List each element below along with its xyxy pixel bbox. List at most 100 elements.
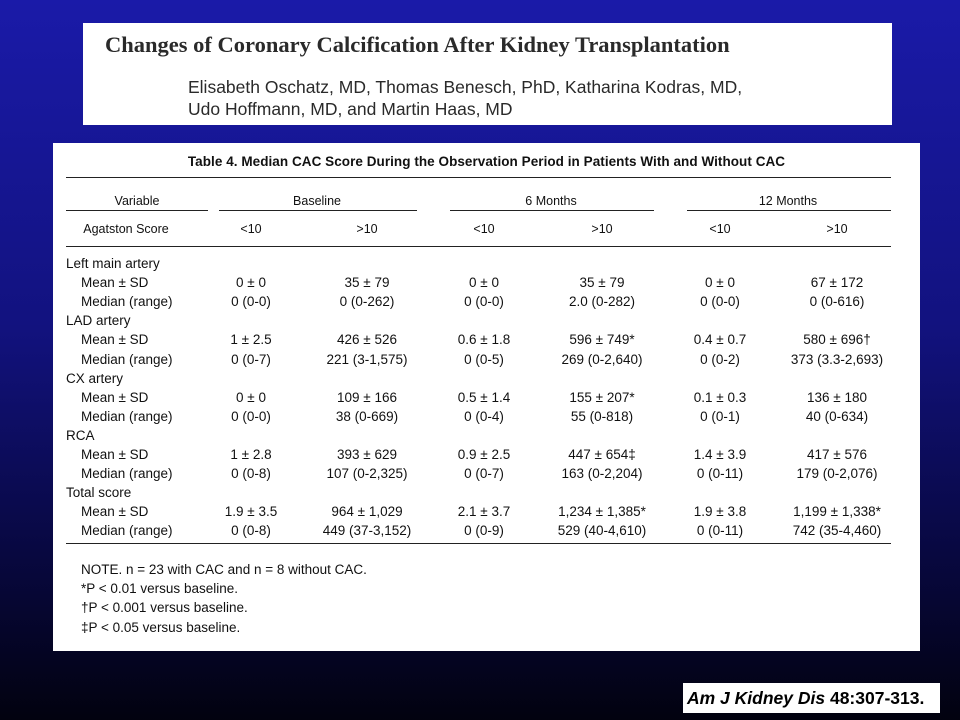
table-bottom-rule xyxy=(66,543,891,544)
table-cell: 1.9 ± 3.8 xyxy=(693,504,747,520)
table-cell: 0 (0-4) xyxy=(464,408,504,424)
table-cell: 55 (0-818) xyxy=(570,408,634,424)
table-note: ‡P < 0.05 versus baseline. xyxy=(81,619,241,635)
table-cell: 0.5 ± 1.4 xyxy=(457,389,511,405)
table-cell: 393 ± 629 xyxy=(337,447,397,462)
row-label: Mean ± SD xyxy=(81,275,149,291)
row-label: Median (range) xyxy=(81,408,173,424)
row-label: Mean ± SD xyxy=(81,332,149,348)
table-cell: 1 ± 2.5 xyxy=(230,332,272,348)
table-cell: 0 (0-11) xyxy=(696,466,744,482)
row-label: Median (range) xyxy=(81,523,173,539)
table-cell: 0 (0-8) xyxy=(231,523,271,539)
table-cell: 0 (0-7) xyxy=(464,466,504,482)
agatston-subcolumn-header: >10 xyxy=(591,222,613,236)
table-cell: 35 ± 79 xyxy=(344,275,390,291)
table-cell: 0 (0-7) xyxy=(231,351,271,367)
table-cell: 0 ± 0 xyxy=(705,275,735,291)
table-cell: 0.9 ± 2.5 xyxy=(457,447,511,462)
table-cell: 0 (0-262) xyxy=(339,294,395,310)
table-caption: Table 4. Median CAC Score During the Obs… xyxy=(187,154,786,169)
table-cell: 0 (0-0) xyxy=(464,294,504,310)
group-label: LAD artery xyxy=(66,313,131,329)
journal-name: Am J Kidney Dis xyxy=(687,688,826,708)
agatston-subcolumn-header: <10 xyxy=(473,222,495,236)
table-cell: 0 (0-5) xyxy=(464,351,504,367)
citation: Am J Kidney Dis 48:307-313. xyxy=(683,683,940,713)
period-header: Baseline xyxy=(293,194,341,208)
table-cell: 1.4 ± 3.9 xyxy=(693,447,747,462)
table-cell: 0.4 ± 0.7 xyxy=(693,332,747,348)
table-cell: 0.1 ± 0.3 xyxy=(693,389,747,405)
group-label: Total score xyxy=(66,485,132,501)
table-cell: 0 (0-9) xyxy=(464,523,504,539)
table-cell: 0 (0-0) xyxy=(700,294,740,310)
table-cell: 2.1 ± 3.7 xyxy=(457,504,511,520)
table-cell: 426 ± 526 xyxy=(337,332,397,348)
group-label: CX artery xyxy=(66,370,124,386)
table-cell: 1.9 ± 3.5 xyxy=(224,504,278,520)
period-header: 6 Months xyxy=(525,194,577,208)
agatston-subcolumn-header: >10 xyxy=(356,222,378,236)
table-cell: 2.0 (0-282) xyxy=(568,294,636,310)
header-rule xyxy=(450,210,654,211)
table-cell: 0 (0-1) xyxy=(700,408,740,424)
group-label: RCA xyxy=(66,427,95,443)
header-rule xyxy=(687,210,891,211)
authors-line: Udo Hoffmann, MD, and Martin Haas, MD xyxy=(188,99,513,119)
table-cell: 964 ± 1,029 xyxy=(331,504,403,520)
table-cell: 0 ± 0 xyxy=(236,275,266,291)
table-cell: 1 ± 2.8 xyxy=(230,447,272,462)
agatston-subcolumn-header: >10 xyxy=(826,222,848,236)
table-cell: 580 ± 696† xyxy=(803,332,871,348)
table-top-rule xyxy=(66,177,891,178)
row-label: Mean ± SD xyxy=(81,504,149,520)
table-cell: 447 ± 654‡ xyxy=(568,447,636,462)
agatston-subcolumn-header: <10 xyxy=(240,222,262,236)
table-cell: 373 (3.3-2,693) xyxy=(790,351,884,367)
table-cell: 0 ± 0 xyxy=(236,389,266,405)
table-cell: 221 (3-1,575) xyxy=(326,351,408,367)
variable-header: Variable xyxy=(114,194,160,208)
table-cell: 0.6 ± 1.8 xyxy=(457,332,511,348)
table-cell: 596 ± 749* xyxy=(569,332,635,348)
table-cell: 449 (37-3,152) xyxy=(322,523,412,539)
group-label: Left main artery xyxy=(66,256,160,271)
table-cell: 35 ± 79 xyxy=(579,275,625,291)
row-label: Median (range) xyxy=(81,294,173,310)
table-note: NOTE. n = 23 with CAC and n = 8 without … xyxy=(81,562,367,577)
table-cell: 1,199 ± 1,338* xyxy=(793,504,881,520)
table-note: *P < 0.01 versus baseline. xyxy=(81,581,238,597)
row-label: Median (range) xyxy=(81,466,173,482)
agatston-score-label: Agatston Score xyxy=(83,222,169,236)
table-cell: 163 (0-2,204) xyxy=(561,466,643,482)
table-cell: 0 (0-2) xyxy=(700,351,740,367)
table-notes: NOTE. n = 23 with CAC and n = 8 without … xyxy=(81,560,367,637)
paper-header: Changes of Coronary Calcification After … xyxy=(83,23,892,125)
row-label: Mean ± SD xyxy=(81,389,149,405)
table-cell: 40 (0-634) xyxy=(805,408,869,424)
table-cell: 529 (40-4,610) xyxy=(557,523,647,539)
table-cell: 1,234 ± 1,385* xyxy=(558,504,646,520)
table-note: †P < 0.001 versus baseline. xyxy=(81,600,248,616)
table-cell: 417 ± 576 xyxy=(807,447,867,462)
header-rule xyxy=(219,210,417,211)
table-cell: 38 (0-669) xyxy=(335,408,399,424)
header-bottom-rule xyxy=(66,246,891,247)
table-cell: 0 (0-11) xyxy=(696,523,744,539)
table-cell: 155 ± 207* xyxy=(569,389,635,405)
table-cell: 179 (0-2,076) xyxy=(796,466,878,482)
table-cell: 742 (35-4,460) xyxy=(792,523,882,539)
author-list: Elisabeth Oschatz, MD, Thomas Benesch, P… xyxy=(188,76,742,120)
period-header: 12 Months xyxy=(758,194,818,208)
table-panel: Table 4. Median CAC Score During the Obs… xyxy=(53,143,920,651)
paper-title: Changes of Coronary Calcification After … xyxy=(105,32,730,57)
table-cell: 107 (0-2,325) xyxy=(326,466,408,482)
table-cell: 0 (0-8) xyxy=(231,466,271,482)
table-cell: 0 (0-0) xyxy=(231,408,271,424)
table-cell: 136 ± 180 xyxy=(807,389,867,405)
journal-reference: 48:307-313. xyxy=(825,688,925,708)
agatston-subcolumn-header: <10 xyxy=(709,222,731,236)
table-cell: 109 ± 166 xyxy=(337,389,397,405)
row-label: Mean ± SD xyxy=(81,447,149,462)
